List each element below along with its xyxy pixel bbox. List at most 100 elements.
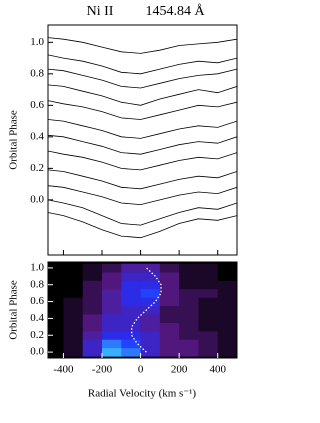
heatmap-cell: [121, 305, 141, 315]
heatmap-cell: [198, 263, 219, 273]
heatmap-cell: [179, 347, 199, 357]
heatmap-cell: [121, 263, 141, 273]
heatmap-cell: [140, 314, 161, 323]
y-tick-label: 0.2: [30, 162, 44, 174]
heatmap-cell: [102, 314, 122, 323]
heatmap-cell: [198, 272, 219, 281]
heatmap-cell: [179, 314, 199, 323]
heatmap-cell: [159, 347, 180, 357]
heatmap-cell: [63, 263, 84, 273]
x-axis-label: Radial Velocity (km s⁻¹): [88, 388, 197, 400]
heatmap-cell: [63, 347, 84, 357]
heatmap-cell: [140, 297, 161, 307]
heatmap-cell: [159, 288, 180, 298]
heatmap-cell: [198, 347, 219, 357]
y-tick-label: 0.6: [30, 99, 44, 111]
heatmap-cell: [82, 339, 103, 349]
y-tick-label: 0.4: [30, 130, 44, 142]
heatmap-cell: [82, 347, 103, 357]
heatmap-cell: [82, 314, 103, 323]
heatmap-cell: [179, 280, 199, 290]
heatmap-cell: [140, 322, 161, 332]
y-tick-label: 0.0: [30, 346, 44, 358]
heatmap-cell: [217, 305, 237, 315]
heatmap-cell: [82, 272, 103, 281]
y-tick-label: 0.4: [30, 312, 44, 324]
heatmap-cell: [63, 314, 84, 323]
spectrum-line: [48, 100, 237, 120]
spectra: [48, 37, 237, 239]
spectrum-line: [48, 212, 237, 239]
chart-title: Ni II: [87, 4, 114, 19]
y-tick-label: 0.8: [30, 278, 44, 290]
heatmap-cell: [82, 297, 103, 307]
heatmap-cell: [63, 288, 84, 298]
spectrum-line: [48, 169, 237, 190]
heatmap-cell: [198, 314, 219, 323]
heatmap-cell: [179, 305, 199, 315]
y-tick-label: 0.8: [30, 67, 44, 79]
heatmap-cell: [179, 263, 199, 273]
heatmap-cell: [140, 339, 161, 349]
spectrum-line: [48, 37, 237, 54]
y-tick-label: 1.0: [30, 36, 44, 48]
heatmap-cell: [140, 331, 161, 340]
heatmap-cell: [159, 314, 180, 323]
heatmap-cell: [102, 322, 122, 332]
heatmap-cell: [102, 280, 122, 290]
model-curve: [131, 267, 162, 353]
heatmap-cell: [121, 339, 141, 349]
heatmap-cell: [63, 297, 84, 307]
heatmap-cell: [179, 272, 199, 281]
chart-subtitle: 1454.84 Å: [145, 3, 205, 19]
heatmap-cell: [217, 288, 237, 298]
heatmap-cell: [102, 339, 122, 349]
heatmap-cell: [217, 322, 237, 332]
heatmap-cell: [48, 288, 64, 298]
heatmap-cell: [179, 297, 199, 307]
spectrum-line: [48, 54, 237, 75]
heatmap-cell: [159, 305, 180, 315]
heatmap-cell: [82, 331, 103, 340]
heatmap-cell: [48, 280, 64, 290]
heatmap-cell: [179, 331, 199, 340]
x-tick-label: -200: [92, 364, 113, 376]
heatmap-cell: [121, 288, 141, 298]
heatmap-cell: [63, 280, 84, 290]
heatmap-cell: [48, 339, 64, 349]
background: [0, 0, 249, 423]
spectrum-line: [48, 199, 237, 226]
y-axis-label: Orbital Phase: [8, 110, 20, 170]
heatmap-cell: [82, 280, 103, 290]
heatmap-cell: [82, 263, 103, 273]
y-tick-label: 0.0: [30, 193, 44, 205]
heatmap-cell: [140, 288, 161, 298]
heatmap-cell: [102, 263, 122, 273]
heatmap-cell: [102, 347, 122, 357]
y-tick-label: 1.0: [30, 261, 44, 273]
heatmap-cell: [179, 288, 199, 298]
heatmap-cell: [198, 280, 219, 290]
heatmap-cell: [48, 314, 64, 323]
heatmap-cell: [102, 288, 122, 298]
heatmap-cell: [140, 280, 161, 290]
heatmap-cell: [102, 297, 122, 307]
heatmap-cell: [179, 339, 199, 349]
heatmap-cell: [217, 297, 237, 307]
plot-frame: [47, 24, 238, 256]
heatmap-cell: [217, 263, 237, 273]
heatmap-cell: [217, 331, 237, 340]
heatmap-cell: [179, 322, 199, 332]
y-axis-label: Orbital Phase: [8, 280, 20, 340]
heatmap-cell: [121, 322, 141, 332]
heatmap-cell: [102, 331, 122, 340]
heatmap-cell: [217, 272, 237, 281]
y-tick-label: 0.6: [30, 295, 44, 307]
heatmap-cell: [140, 347, 161, 357]
heatmap-cell: [198, 322, 219, 332]
heatmap-cell: [121, 347, 141, 357]
heatmap-cell: [102, 272, 122, 281]
heatmap-cell: [63, 331, 84, 340]
spectrum-line: [48, 119, 237, 139]
